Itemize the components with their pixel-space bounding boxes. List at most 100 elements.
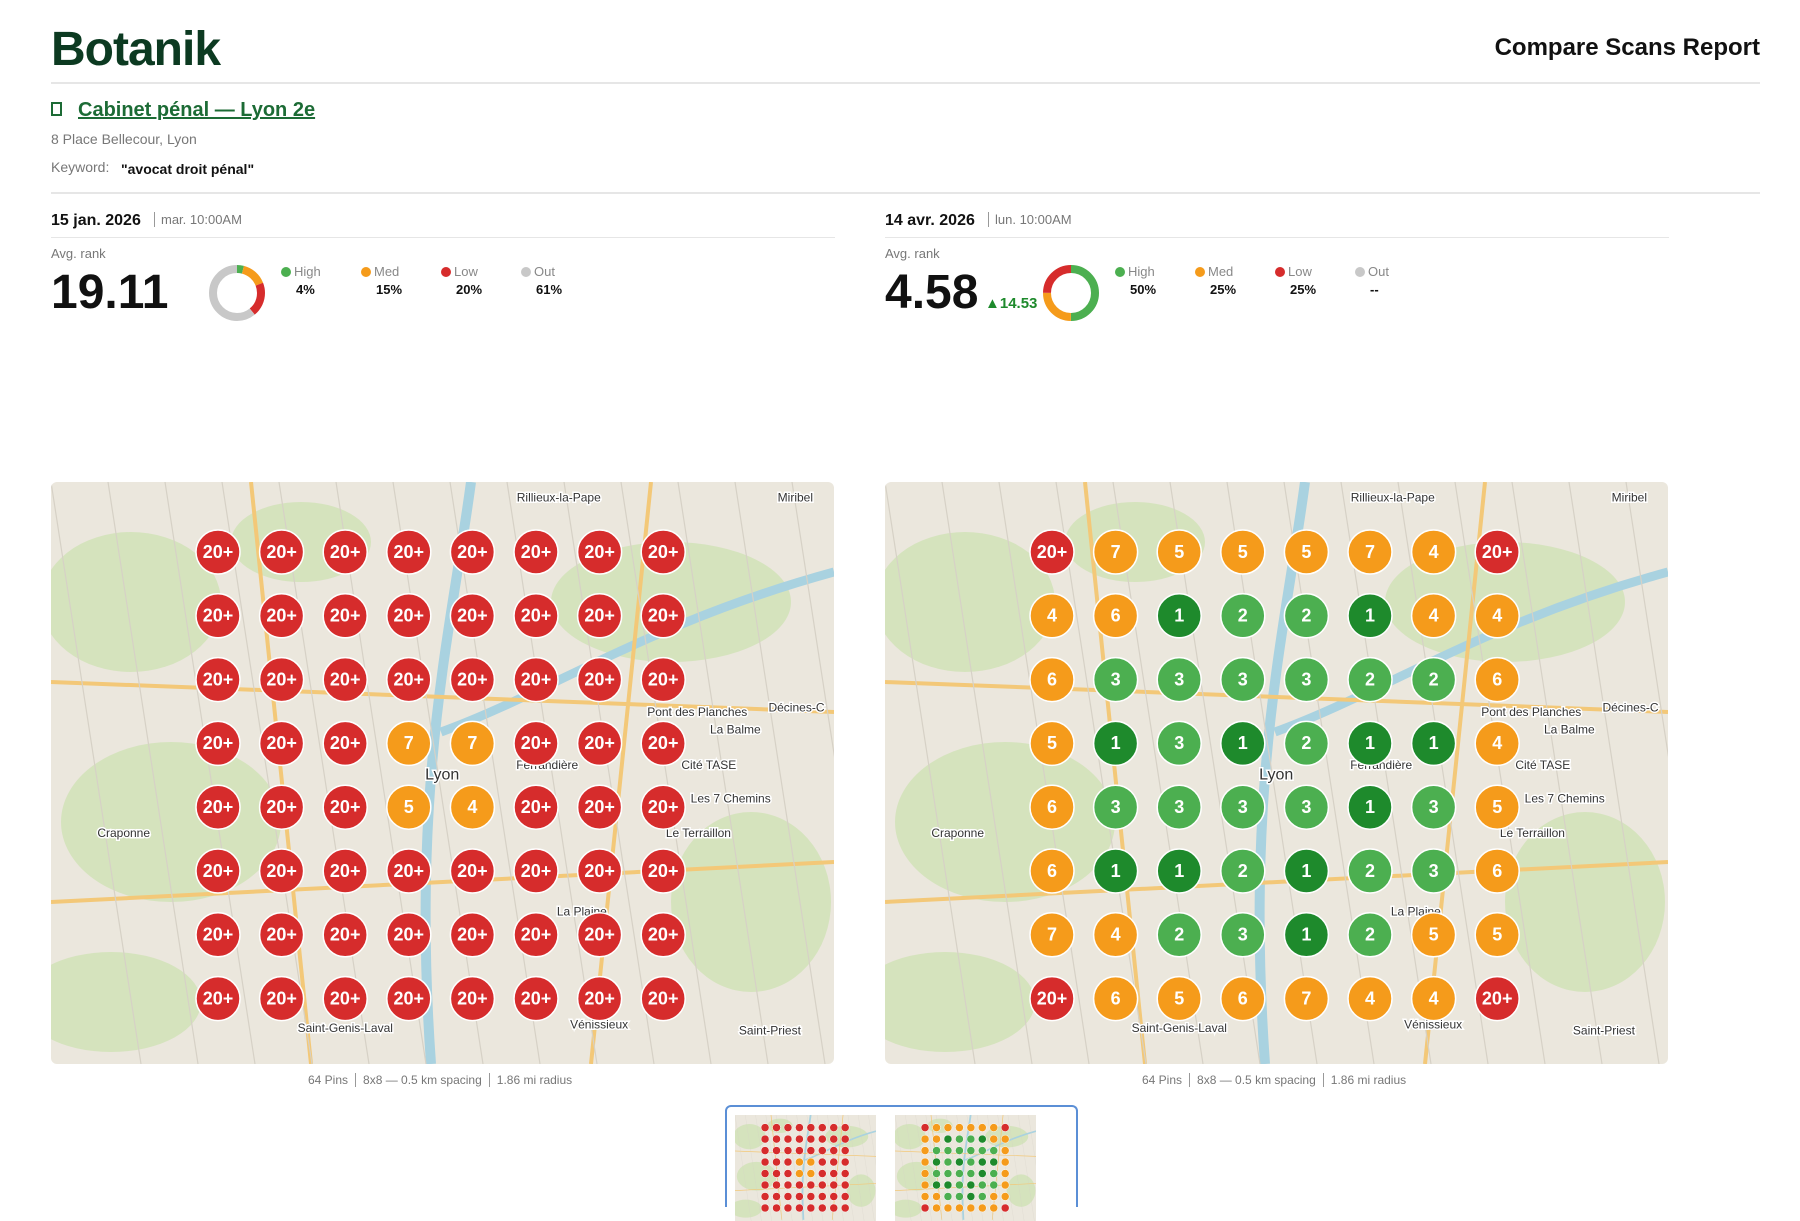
rank-pin (1156, 656, 1202, 703)
thumbnail-pin (966, 1134, 976, 1144)
river (1273, 567, 1668, 737)
thumbnail-pin (920, 1157, 930, 1167)
legend-value: 25% (1210, 282, 1237, 297)
rank-pin-label: 1 (1174, 861, 1184, 881)
footer-item: 1.86 mi radius (488, 1073, 573, 1087)
rank-pin (513, 720, 559, 767)
rank-pin (640, 975, 686, 1022)
rank-pin-label: 4 (1429, 542, 1439, 562)
road (51, 680, 834, 714)
rank-pin-label: 20+ (584, 606, 615, 626)
rank-pin-label: 4 (1429, 988, 1439, 1008)
thumbnail-pin (818, 1203, 827, 1213)
park-area (895, 742, 1115, 902)
thumbnail-pin (978, 1180, 987, 1190)
scan-thumbnails[interactable] (725, 1105, 1078, 1221)
rank-pin-label: 6 (1238, 988, 1248, 1008)
rank-pin-label: 7 (404, 733, 414, 753)
rank-pin (258, 912, 305, 958)
thumbnail-pin (943, 1169, 953, 1178)
rank-pin (195, 848, 241, 894)
thumbnail-pin (989, 1123, 998, 1132)
thumbnail-pin (829, 1134, 838, 1144)
scan-thumbnail[interactable] (895, 1115, 1036, 1221)
rank-pin-label: 3 (1111, 669, 1121, 689)
rank-pin (258, 848, 305, 894)
rank-pin (1029, 593, 1075, 639)
rank-pin-label: 3 (1111, 797, 1121, 817)
thumbnail-pin (989, 1134, 998, 1144)
rank-pin-label: 20+ (203, 669, 234, 689)
street (164, 482, 256, 1064)
thumbnail-pin (989, 1146, 998, 1155)
legend-value: 20% (456, 282, 483, 297)
rank-pin-label: 7 (467, 733, 477, 753)
thumbnail-pin (955, 1169, 964, 1178)
scan-time: mar. 10:00AM (154, 212, 242, 227)
avg-rank: 19.11 (51, 266, 169, 319)
thumbnail-pin (829, 1169, 838, 1178)
rank-pin (1029, 720, 1075, 767)
footer-item: 1.86 mi radius (1322, 1073, 1407, 1087)
rank-pin-label: 1 (1174, 606, 1184, 626)
rank-pin (449, 912, 496, 958)
rank-pin-label: 4 (1492, 606, 1502, 626)
rank-pin (1220, 529, 1266, 575)
rank-pin-label: 1 (1429, 733, 1439, 753)
rank-pin (1220, 656, 1266, 703)
street (885, 482, 976, 1064)
rank-pin-label: 20+ (521, 669, 552, 689)
rank-pin (1347, 593, 1393, 639)
rank-pin-label: 3 (1238, 925, 1248, 945)
thumbnail-pin (806, 1192, 816, 1201)
keyword-label: Keyword: (51, 159, 110, 175)
rank-pin-label: 20+ (648, 669, 679, 689)
thumbnail-pin (978, 1203, 987, 1213)
thumbnail-pin (760, 1203, 770, 1213)
map-label: Craponne (931, 826, 984, 840)
road (51, 860, 834, 904)
rank-pin-label: 6 (1111, 606, 1121, 626)
thumbnail-pin (829, 1192, 838, 1201)
brand-logo[interactable]: Botanik (51, 23, 221, 76)
thumbnail-pin (818, 1169, 827, 1178)
business-name[interactable]: Cabinet pénal — Lyon 2e (78, 99, 316, 121)
thumbnail-pin (806, 1180, 816, 1190)
street (1340, 482, 1432, 1064)
rank-pin (449, 593, 496, 639)
rank-pin-label: 20+ (330, 797, 361, 817)
rank-pin (449, 656, 496, 703)
footer-item: 64 Pins (1142, 1073, 1183, 1087)
legend-name: Out (521, 264, 555, 279)
rank-pin (1220, 720, 1266, 767)
rank-pin (195, 784, 241, 830)
thumbnail-pin (840, 1157, 850, 1167)
thumbnail-pin (920, 1192, 930, 1201)
thumbnail-pin (955, 1192, 964, 1201)
rank-pin (1092, 593, 1139, 639)
rank-pin (258, 720, 305, 767)
rank-pin-label: 20+ (266, 733, 297, 753)
rank-donut (1043, 265, 1099, 321)
thumbnail-pin (760, 1180, 770, 1190)
thumbnail-pin (783, 1192, 793, 1201)
map-label: Lyon (1259, 766, 1293, 783)
thumbnail-pin (943, 1203, 953, 1213)
legend-value: 61% (536, 282, 563, 297)
thumbnail-pin (1000, 1157, 1010, 1167)
rank-pin-label: 20+ (394, 861, 425, 881)
rank-pin-label: 20+ (648, 606, 679, 626)
rank-pin-label: 20+ (330, 861, 361, 881)
rank-pin (386, 784, 432, 830)
thumbnail-pin (920, 1180, 930, 1190)
keyword: "avocat droit pénal" (121, 161, 255, 177)
thumbnail-pin (772, 1134, 781, 1144)
street (868, 1115, 876, 1166)
legend-label: Med (374, 264, 400, 279)
scan-map: Lyon Rillieux-la-Pape Miribel Vénissieux Sai… (51, 482, 834, 1064)
rank-pin-label: 20+ (584, 988, 615, 1008)
legend-dot (281, 267, 291, 277)
thumbnail-pin (989, 1169, 998, 1178)
rank-pin (1220, 975, 1266, 1022)
rank-pin (195, 720, 241, 767)
